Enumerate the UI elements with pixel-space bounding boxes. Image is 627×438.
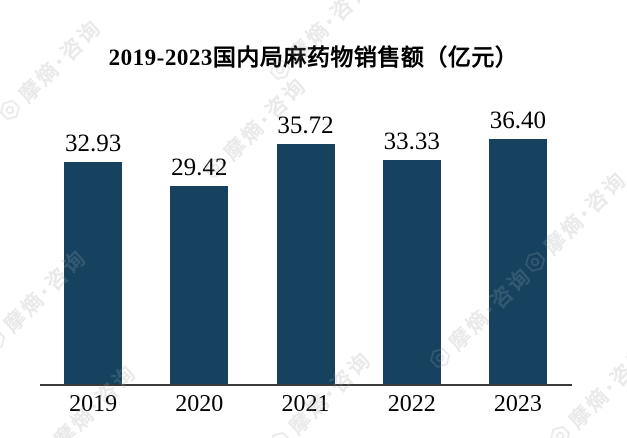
bar-2023	[488, 138, 547, 385]
x-tick-label: 2022	[387, 391, 436, 417]
bar-value-label: 36.40	[489, 106, 547, 134]
bar-value-label: 32.93	[64, 130, 122, 158]
x-tick-label: 2021	[281, 391, 330, 417]
x-tick-label: 2023	[493, 391, 542, 417]
x-axis-line	[40, 384, 572, 386]
bar-value-label: 33.33	[383, 127, 440, 155]
x-tick-label: 2020	[175, 391, 224, 417]
bar-value-label: 35.72	[277, 111, 334, 139]
bar-2019	[64, 162, 123, 385]
x-tick-label: 2019	[69, 391, 118, 417]
bar-2021	[276, 143, 335, 385]
bar-2020	[170, 186, 229, 385]
bar-2022	[382, 159, 441, 385]
bar-value-label: 29.42	[171, 154, 228, 182]
chart-title: 2019-2023国内局麻药物销售额（亿元）	[108, 45, 519, 70]
